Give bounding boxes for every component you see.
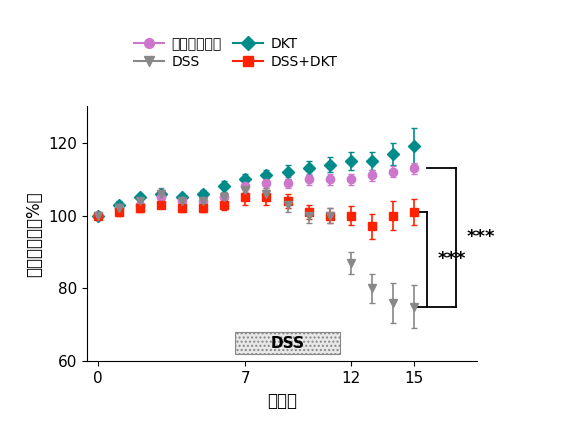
Legend: コントロール, DSS, DKT, DSS+DKT: コントロール, DSS, DKT, DSS+DKT xyxy=(128,31,343,75)
X-axis label: 日にち: 日にち xyxy=(267,391,297,410)
Y-axis label: 体重変化率（%）: 体重変化率（%） xyxy=(25,191,43,277)
Bar xyxy=(235,332,340,354)
Text: DSS: DSS xyxy=(271,335,304,351)
Text: ***: *** xyxy=(437,250,466,268)
Text: ***: *** xyxy=(467,228,495,246)
